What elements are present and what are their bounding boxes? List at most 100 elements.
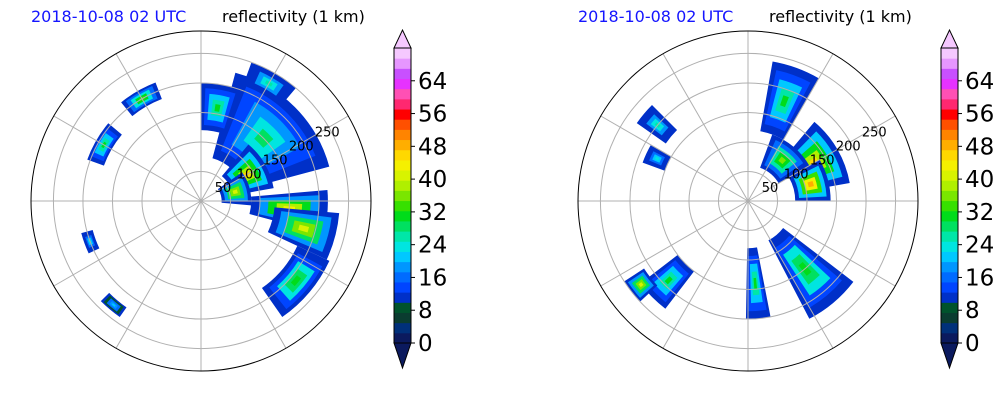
timestamp-label: 2018-10-08 02 UTC bbox=[31, 7, 187, 26]
colorbar-segment bbox=[941, 332, 958, 344]
echo-cell bbox=[654, 156, 660, 161]
colorbar-frame bbox=[393, 47, 412, 344]
radial-line bbox=[600, 200, 749, 287]
radial-line bbox=[747, 200, 834, 349]
colorbar: 0 8 16 24 32 40 48 56 64 bbox=[393, 28, 447, 370]
colorbar-segment bbox=[394, 88, 411, 100]
colorbar-tick-label: 56 bbox=[418, 102, 447, 128]
colorbar-segment bbox=[394, 170, 411, 181]
polar-grid bbox=[31, 31, 371, 371]
colorbar-segment bbox=[941, 241, 958, 252]
reflectivity-field bbox=[624, 61, 854, 320]
echo-cell bbox=[214, 104, 221, 112]
reflectivity-field bbox=[81, 62, 340, 318]
range-ring-label: 250 bbox=[315, 126, 340, 141]
radial-line bbox=[747, 115, 896, 202]
colorbar-segment bbox=[941, 129, 958, 141]
colorbar-segment bbox=[941, 281, 958, 293]
colorbar-tick-label: 48 bbox=[965, 134, 994, 160]
colorbar-tick-label: 64 bbox=[965, 69, 994, 95]
colorbar-segment bbox=[394, 180, 411, 191]
colorbar-segment bbox=[394, 220, 411, 232]
range-ring-label: 150 bbox=[263, 153, 288, 168]
colorbar-tick-label: 40 bbox=[965, 167, 994, 193]
colorbar-tick-label: 32 bbox=[965, 200, 994, 226]
range-ring-label: 50 bbox=[762, 181, 779, 196]
plot-boundary bbox=[30, 30, 372, 372]
colorbar-segment bbox=[394, 48, 411, 59]
colorbar-tick-label: 48 bbox=[418, 134, 447, 160]
timestamp-label: 2018-10-08 02 UTC bbox=[578, 7, 734, 26]
colorbar-segment bbox=[394, 68, 411, 80]
colorbar-tick-label: 16 bbox=[965, 265, 994, 291]
echo-cell bbox=[778, 156, 787, 165]
colorbar-segment bbox=[941, 88, 958, 100]
range-ring-label: 100 bbox=[237, 167, 262, 182]
radial-line bbox=[662, 53, 749, 202]
echo-cell bbox=[232, 189, 238, 195]
colorbar-segment bbox=[394, 292, 411, 303]
colorbar-segment bbox=[941, 292, 958, 303]
radial-line bbox=[115, 53, 202, 202]
echo-cell bbox=[290, 275, 302, 287]
range-ring-label: 50 bbox=[215, 181, 232, 196]
colorbar-tick-label: 24 bbox=[418, 233, 447, 259]
colorbar-segment bbox=[941, 58, 958, 69]
colorbar-tick-label: 24 bbox=[965, 233, 994, 259]
radial-line bbox=[200, 200, 287, 349]
colorbar-extend-low bbox=[940, 342, 959, 370]
colorbar-segment bbox=[941, 251, 958, 263]
colorbar-segment bbox=[941, 109, 958, 120]
colorbar-segment bbox=[941, 220, 958, 232]
radial-line bbox=[600, 115, 749, 202]
colorbar-segment bbox=[394, 149, 411, 161]
colorbar-segment bbox=[394, 231, 411, 242]
colorbar-tick-label: 56 bbox=[965, 102, 994, 128]
echo-cell bbox=[664, 276, 673, 285]
radial-line bbox=[747, 200, 896, 287]
colorbar-tick-label: 8 bbox=[965, 298, 980, 324]
colorbar-segment bbox=[394, 302, 411, 313]
colorbar-segment bbox=[941, 180, 958, 191]
colorbar-segment bbox=[394, 332, 411, 344]
colorbar-segment bbox=[394, 58, 411, 69]
radar-panel-right: 2018-10-08 02 UTC reflectivity (1 km) 50… bbox=[547, 0, 1007, 401]
colorbar-frame bbox=[940, 47, 959, 344]
colorbar-segment bbox=[941, 170, 958, 181]
colorbar-segment bbox=[941, 139, 958, 151]
echo-cell bbox=[780, 95, 789, 108]
colorbar-extend-high bbox=[393, 28, 412, 49]
range-ring-label: 200 bbox=[289, 140, 314, 155]
radial-line bbox=[200, 53, 287, 202]
colorbar-segment bbox=[941, 48, 958, 59]
colorbar-segment bbox=[394, 281, 411, 293]
colorbar-tick-label: 0 bbox=[965, 331, 980, 357]
radial-line bbox=[53, 200, 202, 287]
colorbar-segment bbox=[394, 312, 411, 324]
radial-line bbox=[200, 200, 349, 287]
echo-cell bbox=[298, 224, 310, 233]
colorbar-tick-label: 32 bbox=[418, 200, 447, 226]
colorbar-segment bbox=[394, 200, 411, 212]
colorbar-segment bbox=[394, 322, 411, 334]
radial-line bbox=[53, 115, 202, 202]
colorbar-segment bbox=[941, 312, 958, 324]
colorbar-segment bbox=[941, 190, 958, 202]
range-ring-label: 100 bbox=[784, 167, 809, 182]
colorbar-segment bbox=[394, 109, 411, 120]
echo-cell bbox=[753, 277, 758, 289]
chart-title: reflectivity (1 km) bbox=[222, 7, 365, 26]
colorbar-segment bbox=[394, 261, 411, 273]
colorbar-segment bbox=[394, 98, 411, 110]
colorbar-segment bbox=[941, 98, 958, 110]
colorbar-segment bbox=[394, 119, 411, 130]
colorbar: 0 8 16 24 32 40 48 56 64 bbox=[940, 28, 994, 370]
colorbar-tick-label: 64 bbox=[418, 69, 447, 95]
colorbar-segment bbox=[941, 302, 958, 313]
colorbar-segment bbox=[941, 261, 958, 273]
radial-line bbox=[747, 53, 834, 202]
colorbar-segment bbox=[394, 241, 411, 252]
colorbar-segment bbox=[941, 200, 958, 212]
